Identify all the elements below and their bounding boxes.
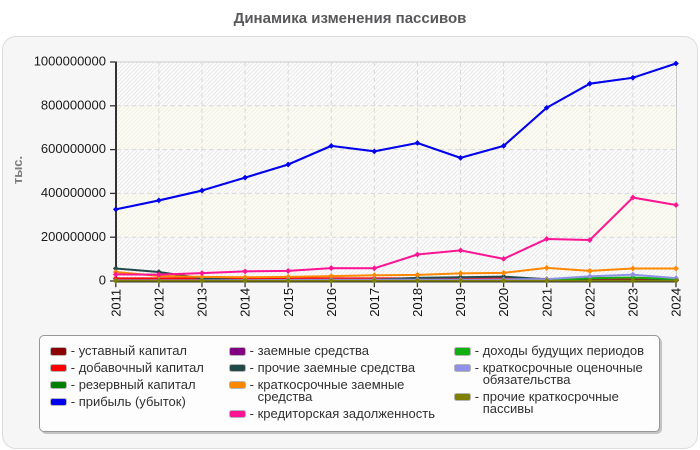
svg-text:0: 0 [99,273,106,288]
svg-text:1000000000: 1000000000 [34,54,106,69]
svg-text:2013: 2013 [195,288,210,317]
svg-text:2017: 2017 [367,288,382,317]
svg-text:2012: 2012 [151,288,166,317]
svg-text:2020: 2020 [496,288,511,317]
svg-text:2011: 2011 [108,289,123,317]
svg-text:тыс.: тыс. [10,156,25,184]
svg-text:2019: 2019 [453,288,468,317]
svg-text:2018: 2018 [410,288,425,317]
svg-text:2014: 2014 [238,288,253,317]
svg-text:2023: 2023 [625,288,640,317]
svg-text:400000000: 400000000 [41,185,106,200]
svg-text:200000000: 200000000 [41,229,106,244]
svg-text:2015: 2015 [281,288,296,317]
svg-text:2016: 2016 [324,288,339,317]
svg-text:800000000: 800000000 [41,97,106,112]
svg-text:600000000: 600000000 [41,141,106,156]
svg-text:2021: 2021 [539,288,554,317]
svg-text:2024: 2024 [669,288,684,317]
svg-text:2022: 2022 [582,288,597,317]
